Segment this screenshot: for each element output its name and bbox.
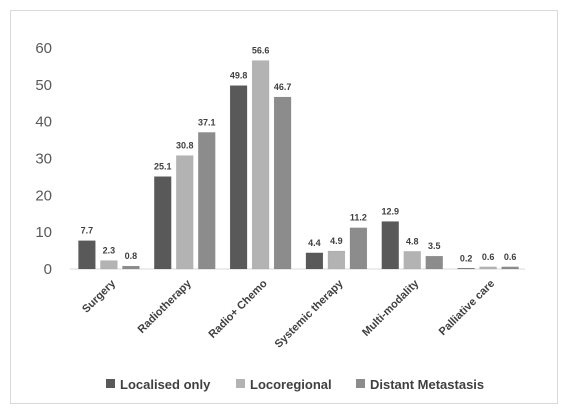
data-label-multi-modality-localised-only: 12.9 xyxy=(381,206,399,216)
x-tick-label-radiotherapy: Radiotherapy xyxy=(136,277,195,336)
data-label-radio-chemo-localised-only: 49.8 xyxy=(230,71,248,81)
bar-surgery-localised-only xyxy=(78,240,96,270)
bar-palliative-care-locoregional xyxy=(479,266,497,270)
data-label-systemic-therapy-localised-only: 4.4 xyxy=(308,238,321,248)
x-tick-label-systemic-therapy: Systemic therapy xyxy=(273,277,347,351)
bar-radio-chemo-locoregional xyxy=(251,60,270,270)
data-label-multi-modality-locoregional: 4.8 xyxy=(406,236,419,246)
data-label-surgery-localised-only: 7.7 xyxy=(81,226,94,236)
x-tick-label-surgery: Surgery xyxy=(80,277,119,316)
legend-label-locoregional: Locoregional xyxy=(250,377,332,392)
x-tick-label-palliative-care: Palliative care xyxy=(437,278,497,338)
y-tick-label-30: 30 xyxy=(35,151,52,168)
bar-multi-modality-localised-only xyxy=(381,221,399,270)
data-label-systemic-therapy-locoregional: 4.9 xyxy=(330,236,343,246)
data-label-radiotherapy-distant-metastasis: 37.1 xyxy=(198,117,216,127)
data-label-radio-chemo-locoregional: 56.6 xyxy=(252,46,270,56)
y-tick-label-0: 0 xyxy=(44,261,52,278)
data-label-radiotherapy-localised-only: 25.1 xyxy=(154,162,172,172)
data-label-radiotherapy-locoregional: 30.8 xyxy=(176,141,194,151)
data-label-radio-chemo-distant-metastasis: 46.7 xyxy=(274,82,292,92)
legend-label-localised-only: Localised only xyxy=(120,377,211,392)
legend-label-distant-metastasis: Distant Metastasis xyxy=(370,377,484,392)
data-label-systemic-therapy-distant-metastasis: 11.2 xyxy=(350,213,367,223)
y-tick-label-10: 10 xyxy=(35,224,52,241)
data-label-palliative-care-distant-metastasis: 0.6 xyxy=(504,252,517,262)
bar-multi-modality-locoregional xyxy=(403,251,421,270)
data-label-multi-modality-distant-metastasis: 3.5 xyxy=(428,241,441,251)
y-tick-label-60: 60 xyxy=(35,40,52,57)
data-label-palliative-care-locoregional: 0.6 xyxy=(482,252,495,262)
bar-palliative-care-distant-metastasis xyxy=(501,266,519,270)
y-tick-label-20: 20 xyxy=(35,187,52,204)
bar-multi-modality-distant-metastasis xyxy=(425,255,443,270)
legend-swatch-locoregional xyxy=(236,379,245,388)
y-tick-label-50: 50 xyxy=(35,77,52,94)
data-label-palliative-care-localised-only: 0.2 xyxy=(460,253,473,263)
bar-radiotherapy-localised-only xyxy=(154,176,172,270)
bar-radiotherapy-locoregional xyxy=(176,155,194,270)
bar-surgery-locoregional xyxy=(100,260,118,270)
y-tick-label-40: 40 xyxy=(35,114,52,131)
bar-systemic-therapy-locoregional xyxy=(327,250,346,270)
x-tick-label-multi-modality: Multi-modality xyxy=(360,277,422,339)
bar-palliative-care-localised-only xyxy=(457,268,475,270)
data-label-surgery-locoregional: 2.3 xyxy=(103,246,116,256)
bar-surgery-distant-metastasis xyxy=(122,265,140,270)
x-tick-label-radio-chemo: Radio+ Chemo xyxy=(207,277,270,340)
bar-radio-chemo-localised-only xyxy=(229,85,248,270)
bar-systemic-therapy-distant-metastasis xyxy=(349,227,368,270)
bar-systemic-therapy-localised-only xyxy=(305,252,324,270)
data-label-surgery-distant-metastasis: 0.8 xyxy=(125,251,138,261)
bar-radiotherapy-distant-metastasis xyxy=(198,132,216,270)
bar-radio-chemo-distant-metastasis xyxy=(273,96,292,270)
legend-swatch-distant-metastasis xyxy=(356,379,365,388)
legend-swatch-localised-only xyxy=(106,379,115,388)
